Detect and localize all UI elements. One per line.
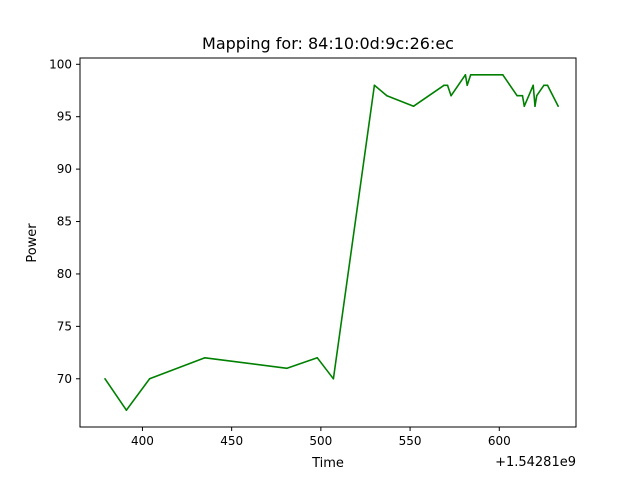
x-axis-label: Time [311, 456, 344, 471]
y-axis-label: Power [25, 223, 40, 263]
y-tick-label: 75 [57, 319, 72, 333]
data-point [286, 367, 288, 370]
data-point [373, 84, 376, 87]
data-point [532, 84, 534, 87]
data-point [386, 94, 388, 97]
data-point [516, 94, 518, 97]
data-point [469, 73, 472, 76]
x-tick-label: 400 [131, 434, 154, 448]
data-point [523, 105, 526, 108]
data-point [446, 84, 449, 87]
y-tick-label: 90 [57, 162, 72, 176]
data-point [466, 84, 468, 87]
x-tick-label: 450 [220, 434, 243, 448]
series-line [104, 74, 559, 412]
y-tick-label: 70 [57, 372, 72, 386]
series-layer [104, 73, 559, 412]
y-axis: 70 75 80 85 90 95 100 [49, 57, 80, 386]
data-point [412, 105, 415, 108]
data-point [204, 357, 206, 359]
data-point [543, 84, 545, 87]
data-point [546, 84, 549, 87]
x-axis-offset-label: +1.54281e9 [495, 455, 576, 470]
data-point [521, 94, 524, 97]
data-point [471, 73, 474, 76]
plot-frame [79, 57, 577, 428]
x-tick-label: 600 [488, 434, 511, 448]
x-axis: 400 450 500 550 600 [131, 427, 511, 448]
data-point [316, 357, 319, 359]
data-point [534, 105, 536, 108]
data-point [535, 94, 538, 97]
data-point [502, 73, 504, 76]
data-point [557, 105, 559, 108]
chart-title: Mapping for: 84:10:0d:9c:26:ec [202, 34, 454, 53]
data-point [104, 377, 106, 380]
y-tick-label: 100 [49, 57, 72, 71]
data-point [464, 73, 467, 76]
data-point [332, 377, 335, 380]
data-point [148, 377, 151, 380]
data-point [450, 94, 452, 97]
data-point [125, 409, 128, 412]
y-tick-label: 85 [57, 215, 72, 229]
data-point [443, 84, 445, 87]
y-tick-label: 95 [57, 110, 72, 124]
plot-area: 400 450 500 550 600 70 75 80 85 90 95 100 [49, 57, 577, 448]
x-tick-label: 500 [309, 434, 332, 448]
x-tick-label: 550 [399, 434, 422, 448]
y-tick-label: 80 [57, 267, 72, 281]
